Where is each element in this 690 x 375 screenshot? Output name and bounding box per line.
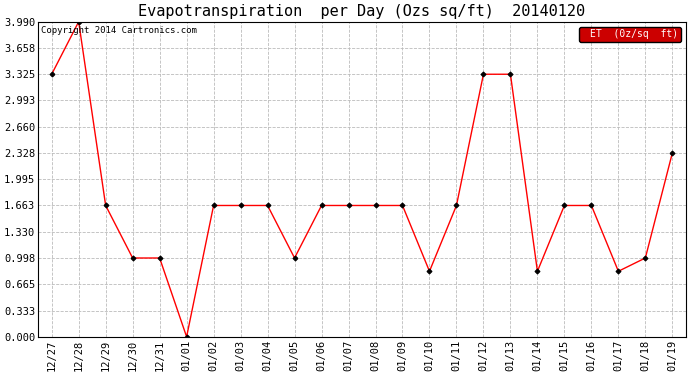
Legend: ET  (0z/sq  ft): ET (0z/sq ft) xyxy=(579,27,681,42)
Text: Copyright 2014 Cartronics.com: Copyright 2014 Cartronics.com xyxy=(41,27,197,36)
Title: Evapotranspiration  per Day (Ozs sq/ft)  20140120: Evapotranspiration per Day (Ozs sq/ft) 2… xyxy=(139,4,586,19)
